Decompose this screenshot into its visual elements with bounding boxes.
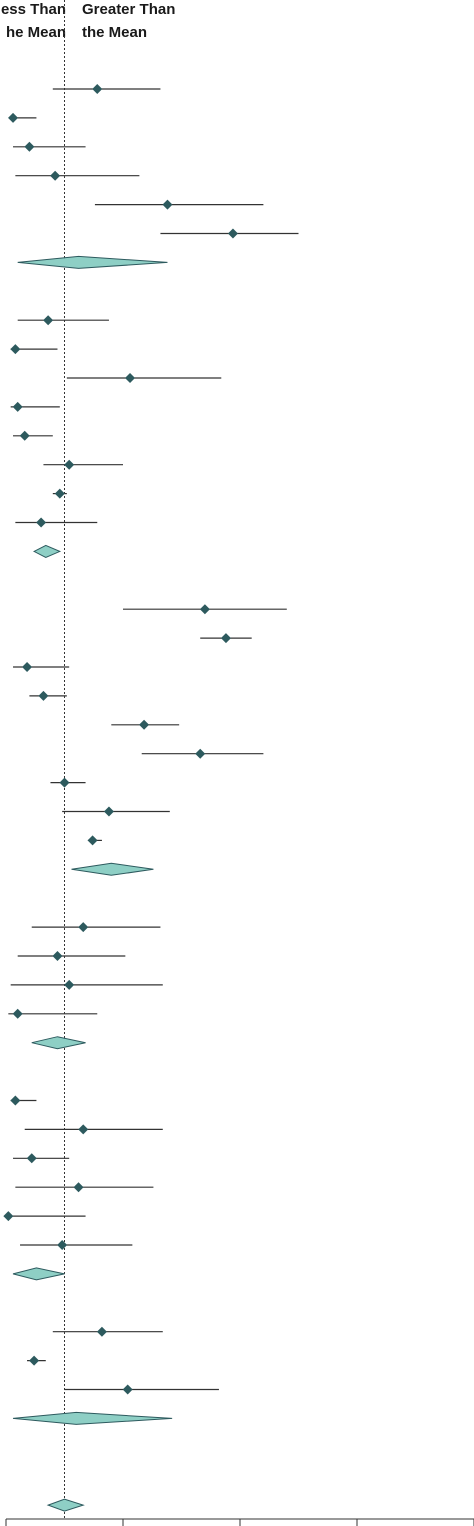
point-estimate-marker [195,748,206,759]
study-row [13,662,70,672]
point-estimate-marker [43,315,54,326]
summary-diamond [31,1036,86,1050]
plot-marks [3,84,299,1512]
summary-diamond [12,1411,173,1425]
header-left-line-2: he Mean [6,24,66,41]
point-estimate-marker [8,112,19,123]
study-row [43,459,123,470]
study-row [141,748,264,759]
study-row [160,228,299,239]
point-estimate-marker [139,719,150,730]
header-right-line-2: the Mean [82,24,147,41]
summary-diamond [17,255,168,269]
study-row [17,315,109,326]
point-estimate-marker [24,141,35,152]
study-row [29,690,67,701]
study-row [15,517,98,528]
study-row [15,1182,154,1193]
point-estimate-marker [122,1384,133,1395]
point-estimate-marker [29,1355,40,1366]
study-row [111,719,180,730]
header-left: ess Than he Mean [1,1,66,41]
point-estimate-marker [19,430,30,441]
study-row [52,1326,163,1337]
study-row [20,1240,133,1250]
study-row [10,1095,37,1106]
point-estimate-marker [10,1095,21,1106]
study-row [52,84,161,94]
point-estimate-marker [12,1008,23,1019]
study-row [8,112,37,123]
point-estimate-marker [162,199,173,210]
point-estimate-marker [125,373,136,383]
study-row [24,1124,163,1135]
study-row [13,430,53,441]
point-estimate-marker [92,84,103,94]
point-estimate-marker [59,777,70,788]
study-row [13,1153,70,1164]
point-estimate-marker [227,228,238,239]
header-right: Greater Than the Mean [82,1,175,41]
x-axis [5,1518,474,1526]
summary-diamond [46,1498,85,1512]
point-estimate-marker [64,459,75,470]
point-estimate-marker [22,662,33,672]
study-row [8,1008,98,1019]
study-row [50,777,86,788]
study-row [62,806,170,817]
header-right-line-1: Greater Than [82,1,175,18]
study-row [10,344,58,355]
summary-diamond [32,544,62,558]
point-estimate-marker [26,1153,37,1164]
study-row [10,401,60,412]
point-estimate-marker [103,806,114,817]
point-estimate-marker [12,401,23,412]
point-estimate-marker [57,1240,68,1250]
summary-diamond [12,1267,65,1281]
point-estimate-marker [87,835,98,846]
study-row [15,170,140,181]
study-row [52,488,67,499]
study-row [10,979,163,990]
header-left-line-1: ess Than [1,1,66,18]
point-estimate-marker [52,951,63,961]
point-estimate-marker [38,690,49,701]
study-row [64,1384,219,1395]
point-estimate-marker [54,488,65,499]
study-row [13,141,86,152]
point-estimate-marker [10,344,21,355]
point-estimate-marker [78,1124,89,1135]
point-estimate-marker [73,1182,84,1193]
study-row [66,373,222,383]
point-estimate-marker [50,170,61,181]
point-estimate-marker [78,922,89,933]
study-row [94,199,264,210]
study-row [3,1211,86,1222]
point-estimate-marker [64,979,75,990]
study-row [17,951,126,961]
point-estimate-marker [96,1326,107,1337]
study-row [200,633,252,644]
point-estimate-marker [3,1211,14,1222]
study-row [87,835,102,846]
study-row [27,1355,46,1366]
point-estimate-marker [220,633,231,644]
point-estimate-marker [36,517,47,528]
study-row [31,922,161,933]
point-estimate-marker [199,604,210,615]
study-row [123,604,287,615]
summary-diamond [71,862,154,876]
